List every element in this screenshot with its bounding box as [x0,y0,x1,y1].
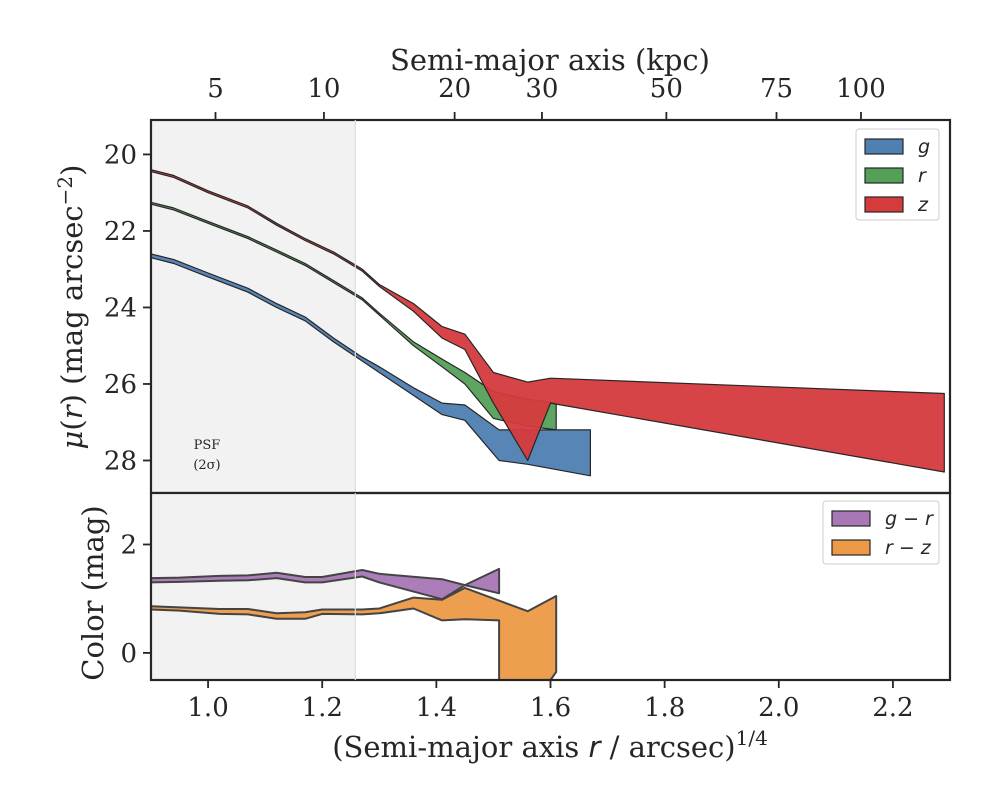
y-tick-label: 26 [104,370,137,400]
legend-swatch [864,167,904,184]
y-tick-label: 22 [104,217,137,247]
top-x-axis-title: Semi-major axis (kpc) [390,43,710,77]
legend-label: g − r [885,508,934,530]
legend-label: r [918,165,927,187]
legend-label: z [917,194,929,216]
x-tick-label: 1.4 [416,693,457,723]
top-x-tick-label: 20 [438,74,471,104]
x-axis-ticks: 1.0 1.2 1.4 1.6 1.8 2.0 2.2 [187,680,914,723]
top-x-tick-label: 30 [525,74,558,104]
y-axis-ticks: 20 22 24 26 28 [104,140,151,476]
legend-swatch [831,510,871,527]
x-tick-label: 2.0 [758,693,799,723]
surface-brightness-series [150,169,945,477]
color-panel: 02 1.0 1.2 1.4 1.6 1.8 2.0 2.2 g − rr − z Colo… [76,491,952,764]
y-axis-ticks: 02 [120,530,151,669]
x-tick-label: 1.6 [530,693,571,723]
top-x-tick-label: 5 [207,74,224,104]
top-x-tick-label: 10 [307,74,340,104]
y-axis-title-bottom: Color (mag) [76,505,110,680]
x-tick-label: 1.8 [644,693,685,723]
legend-swatch [864,138,904,155]
top-x-tick-label: 75 [760,74,793,104]
psf-label-line2: (2σ) [193,458,220,473]
top-x-tick-label: 50 [650,74,683,104]
y-axis-title-top: μ(r) (mag arcsec−2) [53,165,89,450]
x-tick-label: 1.2 [302,693,343,723]
legend-label: r − z [885,537,932,559]
band-z [150,169,945,473]
top-x-axis-ticks: 5 10 20 30 50 75 100 [207,74,886,120]
legend-label: g [918,136,930,158]
band-r [150,201,557,431]
top-x-tick-label: 100 [836,74,886,104]
band-g [150,253,591,477]
y-tick-label: 24 [104,293,137,323]
x-axis-title: (Semi-major axis r / arcsec)1/4 [332,726,768,764]
surface-brightness-panel: 20 22 24 26 28 5 10 20 30 50 75 100 PSF (2σ) grz S… [53,43,952,495]
y-tick-label: 0 [120,639,137,669]
psf-shaded-region [151,493,356,680]
y-tick-label: 28 [104,446,137,476]
psf-shaded-region [151,120,356,493]
legend-swatch [831,539,871,556]
legend-swatch [864,196,904,213]
legend: grz [855,128,940,221]
band-g_r [150,567,501,601]
x-tick-label: 1.0 [187,693,228,723]
legend: g − r r − z [822,500,940,565]
y-tick-label: 20 [104,140,137,170]
y-tick-label: 2 [120,530,137,560]
x-tick-label: 2.2 [872,693,913,723]
psf-label-line1: PSF [194,438,221,453]
